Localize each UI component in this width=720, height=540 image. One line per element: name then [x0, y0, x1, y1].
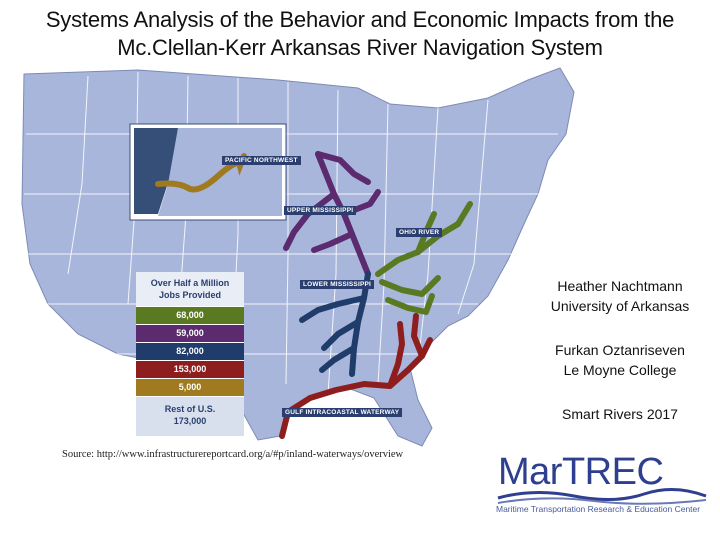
slide-title: Systems Analysis of the Behavior and Eco…: [0, 6, 720, 62]
label-pacific-northwest: PACIFIC NORTHWEST: [222, 156, 301, 165]
legend-row: 5,000: [136, 378, 244, 396]
jobs-legend: Over Half a Million Jobs Provided 68,000…: [136, 272, 244, 436]
label-lower-mississippi: LOWER MISSISSIPPI: [300, 280, 375, 289]
title-line-2: Mc.Clellan-Kerr Arkansas River Navigatio…: [117, 35, 603, 60]
legend-rest-value: 173,000: [173, 416, 207, 426]
martrec-logo: MarTREC Maritime Transportation Research…: [494, 450, 710, 522]
legend-header-line2: Jobs Provided: [158, 290, 221, 300]
author-1: Heather Nachtmann University of Arkansas: [530, 276, 710, 316]
legend-row: 68,000: [136, 306, 244, 324]
author-2-name: Furkan Oztanriseven: [555, 342, 685, 358]
legend-header-line1: Over Half a Million: [150, 278, 230, 288]
title-line-1: Systems Analysis of the Behavior and Eco…: [45, 7, 675, 32]
legend-row: 153,000: [136, 360, 244, 378]
legend-rest-of-us: Rest of U.S. 173,000: [136, 396, 244, 436]
author-1-affiliation: University of Arkansas: [550, 298, 690, 314]
author-2-affiliation: Le Moyne College: [563, 362, 677, 378]
label-gulf-intracoastal: GULF INTRACOASTAL WATERWAY: [282, 408, 403, 417]
author-2: Furkan Oztanriseven Le Moyne College: [530, 340, 710, 380]
event-name: Smart Rivers 2017: [562, 406, 678, 422]
legend-row: 59,000: [136, 324, 244, 342]
logo-wordmark: MarTREC: [498, 451, 664, 493]
legend-rest-label: Rest of U.S.: [164, 404, 216, 414]
legend-row: 82,000: [136, 342, 244, 360]
source-citation: Source: http://www.infrastructurereportc…: [62, 449, 404, 460]
logo-wave-icon: [497, 487, 707, 505]
label-ohio-river: OHIO RIVER: [396, 228, 443, 237]
lower-mississippi-river: [299, 271, 371, 377]
legend-header: Over Half a Million Jobs Provided: [136, 272, 244, 306]
label-upper-mississippi: UPPER MISSISSIPPI: [284, 206, 357, 215]
us-map-svg: [18, 64, 578, 448]
us-waterways-map: [18, 64, 578, 448]
author-1-name: Heather Nachtmann: [557, 278, 683, 294]
gulf-intracoastal-waterway: [279, 313, 433, 439]
logo-tagline: Maritime Transportation Research & Educa…: [496, 504, 701, 514]
